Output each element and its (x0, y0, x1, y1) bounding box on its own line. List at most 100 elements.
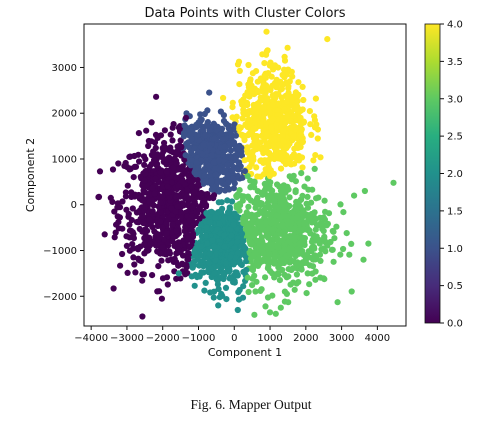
data-point (131, 163, 138, 170)
data-point (281, 246, 288, 253)
data-point (204, 122, 211, 130)
data-point (197, 262, 204, 269)
x-tick-label: 3000 (329, 333, 354, 344)
data-point (131, 261, 138, 268)
data-point (311, 165, 318, 172)
data-point (181, 122, 188, 129)
data-point (260, 104, 267, 111)
y-tick-label: −2000 (43, 292, 77, 303)
data-point (149, 208, 156, 215)
data-point (225, 209, 232, 216)
data-point (258, 132, 265, 139)
data-point (257, 222, 264, 229)
data-point (197, 111, 204, 118)
data-point (206, 194, 213, 201)
data-point (180, 201, 187, 208)
data-point (234, 191, 241, 198)
data-points (95, 28, 397, 320)
data-point (283, 98, 290, 105)
data-point (124, 269, 131, 276)
data-point (222, 284, 230, 291)
data-point (175, 270, 182, 277)
data-point (218, 199, 225, 206)
data-point (262, 219, 269, 227)
x-tick-label: −3000 (110, 333, 144, 344)
x-tick-label: 2000 (293, 333, 318, 344)
data-point (271, 135, 278, 142)
data-point (241, 168, 248, 175)
data-point (308, 131, 315, 138)
data-point (298, 260, 305, 267)
data-point (164, 189, 171, 196)
data-point (250, 125, 257, 132)
data-point (273, 82, 280, 89)
data-point (126, 221, 133, 228)
data-point (136, 158, 143, 165)
data-point (186, 217, 193, 224)
data-point (175, 246, 182, 253)
data-point (311, 113, 318, 120)
data-point (206, 219, 213, 226)
data-point (164, 281, 171, 288)
data-point (231, 277, 238, 284)
y-tick-label: −1000 (43, 246, 77, 257)
data-point (269, 115, 277, 123)
data-point (292, 106, 299, 113)
data-point (290, 279, 297, 286)
data-point (256, 102, 263, 109)
data-point (295, 152, 302, 160)
y-tick-label: 0 (71, 200, 77, 211)
x-tick-label: −2000 (146, 333, 180, 344)
data-point (245, 203, 252, 210)
data-point (216, 186, 224, 193)
data-point (139, 277, 146, 284)
data-point (259, 84, 266, 92)
data-point (309, 263, 317, 270)
data-point (183, 264, 190, 271)
data-point (308, 210, 315, 218)
data-point (311, 124, 319, 131)
data-point (221, 243, 228, 250)
data-point (229, 104, 236, 111)
data-point (175, 182, 182, 190)
data-point (287, 226, 294, 233)
data-point (230, 139, 238, 146)
data-point (192, 271, 199, 278)
data-point (274, 235, 281, 242)
data-point (244, 172, 251, 180)
data-point (206, 89, 213, 96)
data-point (312, 276, 319, 283)
data-point (301, 226, 308, 233)
y-tick-label: 1000 (52, 154, 77, 165)
data-point (211, 270, 218, 277)
data-point (286, 250, 293, 257)
data-point (304, 204, 312, 211)
data-point (136, 225, 143, 233)
data-point (143, 127, 150, 134)
data-point (236, 200, 243, 207)
data-point (249, 142, 256, 149)
data-point (289, 153, 296, 160)
data-point (115, 160, 122, 167)
data-point (297, 196, 304, 204)
data-point (216, 157, 223, 164)
data-point (200, 141, 207, 149)
figure-caption: Fig. 6. Mapper Output (190, 397, 312, 412)
data-point (114, 213, 121, 220)
data-point (189, 204, 196, 211)
data-point (152, 131, 160, 138)
data-point (170, 121, 177, 128)
data-point (337, 251, 344, 258)
data-point (139, 313, 146, 320)
data-point (360, 256, 367, 263)
data-point (329, 227, 336, 235)
data-point (325, 210, 333, 217)
y-axis-label: Component 2 (24, 138, 37, 212)
data-point (265, 263, 272, 270)
data-point (346, 251, 353, 258)
data-point (248, 82, 255, 89)
data-point (310, 157, 317, 164)
data-point (228, 131, 235, 138)
data-point (343, 230, 350, 237)
data-point (243, 224, 250, 232)
